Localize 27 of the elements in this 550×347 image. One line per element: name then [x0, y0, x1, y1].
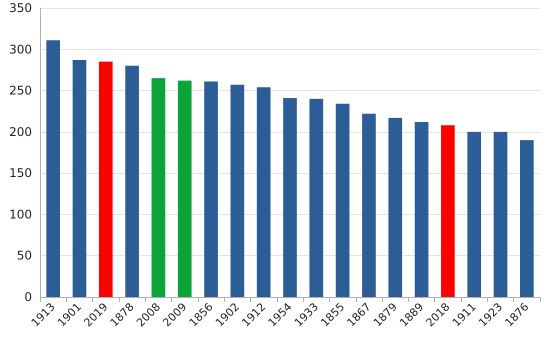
bar [309, 98, 324, 297]
bar [336, 104, 350, 297]
bar [441, 125, 455, 297]
y-tick-label: 300 [9, 42, 32, 56]
bar [72, 60, 86, 297]
y-tick-label: 250 [9, 84, 32, 98]
bar [388, 118, 402, 297]
bar [230, 84, 244, 297]
y-tick-label: 150 [9, 166, 32, 180]
y-tick-label: 200 [9, 124, 32, 139]
bar [152, 78, 166, 297]
bar [520, 140, 534, 297]
bar [414, 122, 428, 297]
bar [256, 87, 271, 297]
bar [362, 114, 376, 297]
bar [125, 66, 139, 297]
y-tick-label: 50 [16, 248, 32, 263]
bar [467, 132, 482, 297]
bar [283, 98, 297, 297]
bar [178, 80, 192, 297]
bar [46, 40, 60, 297]
y-tick-label: 100 [9, 207, 32, 222]
y-tick-label: 0 [24, 290, 32, 304]
bar [494, 132, 508, 297]
bar [98, 62, 113, 297]
bar [204, 81, 218, 297]
y-tick-label: 350 [9, 1, 32, 15]
